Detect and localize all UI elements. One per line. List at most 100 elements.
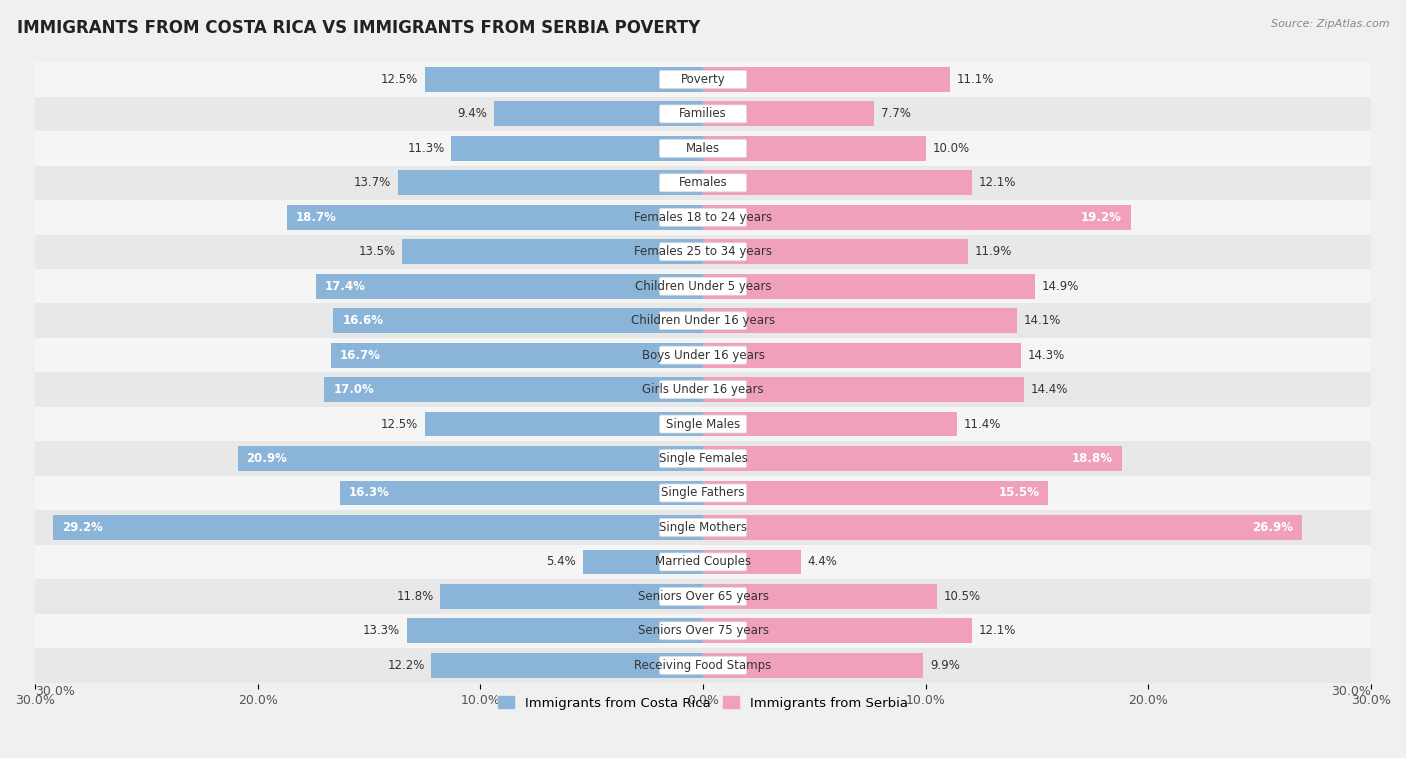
- Text: 16.7%: 16.7%: [340, 349, 381, 362]
- Bar: [582, 550, 703, 575]
- Text: 14.1%: 14.1%: [1024, 314, 1062, 327]
- Text: 13.7%: 13.7%: [354, 177, 391, 190]
- Text: 18.8%: 18.8%: [1071, 452, 1112, 465]
- Text: 19.2%: 19.2%: [1081, 211, 1122, 224]
- Text: 13.5%: 13.5%: [359, 246, 395, 258]
- Text: 14.9%: 14.9%: [1042, 280, 1078, 293]
- Text: Receiving Food Stamps: Receiving Food Stamps: [634, 659, 772, 672]
- Text: Seniors Over 65 years: Seniors Over 65 years: [637, 590, 769, 603]
- Bar: [35, 165, 1371, 200]
- Bar: [425, 67, 703, 92]
- Text: 30.0%: 30.0%: [35, 685, 75, 698]
- Bar: [703, 412, 957, 437]
- Bar: [703, 584, 936, 609]
- Text: Source: ZipAtlas.com: Source: ZipAtlas.com: [1271, 19, 1389, 29]
- Bar: [340, 481, 703, 506]
- Text: 9.9%: 9.9%: [931, 659, 960, 672]
- Bar: [53, 515, 703, 540]
- Text: 11.1%: 11.1%: [957, 73, 994, 86]
- Legend: Immigrants from Costa Rica, Immigrants from Serbia: Immigrants from Costa Rica, Immigrants f…: [494, 691, 912, 715]
- FancyBboxPatch shape: [659, 139, 747, 158]
- Text: 16.6%: 16.6%: [342, 314, 384, 327]
- FancyBboxPatch shape: [659, 243, 747, 261]
- Bar: [238, 446, 703, 471]
- Bar: [35, 476, 1371, 510]
- Bar: [398, 171, 703, 196]
- Bar: [35, 234, 1371, 269]
- FancyBboxPatch shape: [659, 622, 747, 640]
- Bar: [35, 407, 1371, 441]
- Bar: [35, 614, 1371, 648]
- Bar: [35, 303, 1371, 338]
- Text: 14.4%: 14.4%: [1031, 383, 1067, 396]
- Text: 15.5%: 15.5%: [998, 487, 1039, 500]
- FancyBboxPatch shape: [659, 415, 747, 433]
- FancyBboxPatch shape: [659, 381, 747, 399]
- Bar: [432, 653, 703, 678]
- Bar: [325, 377, 703, 402]
- FancyBboxPatch shape: [659, 656, 747, 675]
- Bar: [35, 62, 1371, 97]
- Text: 29.2%: 29.2%: [62, 521, 103, 534]
- Bar: [330, 343, 703, 368]
- FancyBboxPatch shape: [659, 174, 747, 192]
- Bar: [703, 102, 875, 127]
- FancyBboxPatch shape: [659, 277, 747, 295]
- Bar: [35, 372, 1371, 407]
- FancyBboxPatch shape: [659, 518, 747, 537]
- FancyBboxPatch shape: [659, 587, 747, 606]
- Bar: [703, 619, 973, 644]
- Text: Girls Under 16 years: Girls Under 16 years: [643, 383, 763, 396]
- Bar: [35, 131, 1371, 165]
- Text: 20.9%: 20.9%: [246, 452, 287, 465]
- Bar: [35, 579, 1371, 614]
- Bar: [703, 309, 1017, 333]
- Bar: [451, 136, 703, 161]
- Bar: [35, 338, 1371, 372]
- Bar: [35, 510, 1371, 545]
- Bar: [315, 274, 703, 299]
- Bar: [703, 653, 924, 678]
- Text: Children Under 5 years: Children Under 5 years: [634, 280, 772, 293]
- Bar: [333, 309, 703, 333]
- Bar: [703, 240, 967, 264]
- Text: 11.9%: 11.9%: [974, 246, 1012, 258]
- Text: 16.3%: 16.3%: [349, 487, 389, 500]
- Text: 11.3%: 11.3%: [408, 142, 444, 155]
- Bar: [35, 97, 1371, 131]
- Bar: [494, 102, 703, 127]
- Bar: [703, 136, 925, 161]
- Text: 10.0%: 10.0%: [932, 142, 970, 155]
- Text: 12.5%: 12.5%: [381, 418, 418, 431]
- Bar: [35, 269, 1371, 303]
- Text: Single Mothers: Single Mothers: [659, 521, 747, 534]
- FancyBboxPatch shape: [659, 312, 747, 330]
- Text: 18.7%: 18.7%: [295, 211, 336, 224]
- Text: 11.4%: 11.4%: [963, 418, 1001, 431]
- FancyBboxPatch shape: [659, 70, 747, 89]
- Bar: [703, 205, 1130, 230]
- Text: Families: Families: [679, 108, 727, 121]
- Bar: [703, 481, 1047, 506]
- FancyBboxPatch shape: [659, 449, 747, 468]
- Bar: [703, 343, 1021, 368]
- FancyBboxPatch shape: [659, 208, 747, 226]
- Text: 30.0%: 30.0%: [1331, 685, 1371, 698]
- Text: 12.1%: 12.1%: [979, 177, 1017, 190]
- FancyBboxPatch shape: [659, 346, 747, 364]
- Text: 12.1%: 12.1%: [979, 625, 1017, 637]
- Bar: [35, 441, 1371, 476]
- Text: 17.0%: 17.0%: [333, 383, 374, 396]
- Text: 11.8%: 11.8%: [396, 590, 433, 603]
- FancyBboxPatch shape: [659, 553, 747, 571]
- FancyBboxPatch shape: [659, 105, 747, 123]
- Text: 17.4%: 17.4%: [325, 280, 366, 293]
- Bar: [703, 550, 801, 575]
- Text: Poverty: Poverty: [681, 73, 725, 86]
- Bar: [703, 274, 1035, 299]
- Text: Married Couples: Married Couples: [655, 556, 751, 568]
- Bar: [703, 515, 1302, 540]
- Text: 14.3%: 14.3%: [1028, 349, 1066, 362]
- Bar: [703, 446, 1122, 471]
- FancyBboxPatch shape: [659, 484, 747, 502]
